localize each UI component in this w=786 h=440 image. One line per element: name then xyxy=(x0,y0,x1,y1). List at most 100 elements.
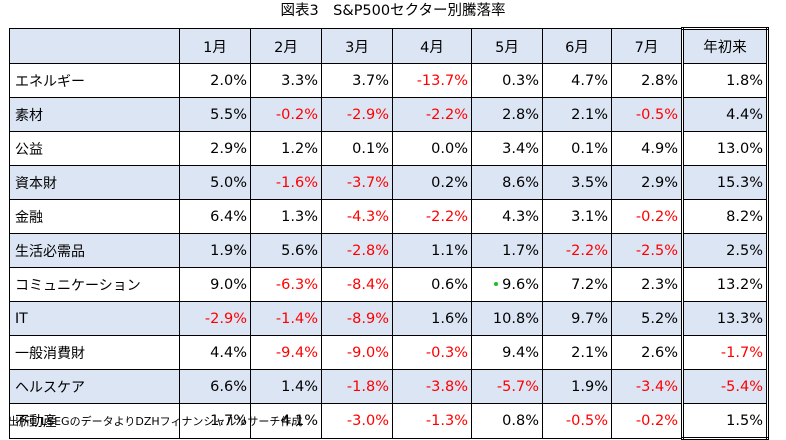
sector-label: ヘルスケア xyxy=(9,369,180,404)
month-cell: -0.5% xyxy=(542,403,612,439)
table-row: 不動産 1.7% 4.1% -3.0% -1.3% 0.8% -0.5% -0.2% 1.5% xyxy=(9,403,769,440)
column-header: 年初来 xyxy=(681,27,769,64)
sector-returns-table: 1月 2月 3月 4月 5月 6月 7月 年初来 エネルギー 2.0% 3.3% 3.7% -13.7%… xyxy=(9,27,769,440)
sector-label: 公益 xyxy=(9,131,180,166)
month-cell: -3.0% xyxy=(321,403,393,439)
month-cell: -13.7% xyxy=(392,63,472,98)
month-cell: 4.7% xyxy=(542,63,612,98)
column-header: 1月 xyxy=(179,28,251,64)
month-cell: -3.4% xyxy=(611,369,683,404)
table-row: IT -2.9% -1.4% -8.9% 1.6% 10.8% 9.7% 5.2% 13.3% xyxy=(9,301,769,336)
month-cell: 9.6% xyxy=(471,267,543,302)
month-cell: -2.9% xyxy=(321,97,393,132)
month-cell: 2.0% xyxy=(179,63,251,98)
column-header: 7月 xyxy=(611,28,683,64)
source-note: 出所：LSEGのデータよりDZHフィナンシャルリサーチ作成 xyxy=(8,415,303,428)
sector-label: 資本財 xyxy=(9,165,180,200)
month-cell: -9.4% xyxy=(250,335,322,370)
month-cell: -1.8% xyxy=(321,369,393,404)
ytd-cell: 13.2% xyxy=(681,267,769,302)
month-cell: -0.3% xyxy=(392,335,472,370)
month-cell: 8.6% xyxy=(471,165,543,200)
month-cell: -3.7% xyxy=(321,165,393,200)
ytd-cell: 1.8% xyxy=(681,63,769,98)
month-cell: 2.1% xyxy=(542,335,612,370)
month-cell: 2.9% xyxy=(179,131,251,166)
month-cell: 1.3% xyxy=(250,199,322,234)
table-row: 金融 6.4% 1.3% -4.3% -2.2% 4.3% 3.1% -0.2% 8.2% xyxy=(9,199,769,234)
month-cell: -0.2% xyxy=(250,97,322,132)
month-cell: 1.6% xyxy=(392,301,472,336)
month-cell: 0.3% xyxy=(471,63,543,98)
month-cell: 0.0% xyxy=(392,131,472,166)
month-cell: 2.1% xyxy=(542,97,612,132)
month-cell: 1.7% xyxy=(471,233,543,268)
month-cell: -0.2% xyxy=(611,199,683,234)
sector-label: 生活必需品 xyxy=(9,233,180,268)
ytd-cell: -5.4% xyxy=(681,369,769,404)
month-cell: 3.7% xyxy=(321,63,393,98)
month-cell: 0.2% xyxy=(392,165,472,200)
ytd-cell: 4.4% xyxy=(681,97,769,132)
month-cell: -1.6% xyxy=(250,165,322,200)
ytd-cell: 8.2% xyxy=(681,199,769,234)
table-row: 素材 5.5% -0.2% -2.9% -2.2% 2.8% 2.1% -0.5% 4.4% xyxy=(9,97,769,132)
column-header: 3月 xyxy=(321,28,393,64)
table-row: 生活必需品 1.9% 5.6% -2.8% 1.1% 1.7% -2.2% -2.5% 2.5% xyxy=(9,233,769,268)
month-cell: -2.9% xyxy=(179,301,251,336)
month-cell: -2.2% xyxy=(392,97,472,132)
month-cell: -8.9% xyxy=(321,301,393,336)
ytd-cell: 1.5% xyxy=(681,403,769,440)
sector-label: 素材 xyxy=(9,97,180,132)
table-row: ヘルスケア 6.6% 1.4% -1.8% -3.8% -5.7% 1.9% -3.4% -5.… xyxy=(9,369,769,404)
table-row: エネルギー 2.0% 3.3% 3.7% -13.7% 0.3% 4.7% 2.8% 1.8% xyxy=(9,63,769,98)
month-cell: 9.0% xyxy=(179,267,251,302)
month-cell: -2.2% xyxy=(542,233,612,268)
month-cell: -6.3% xyxy=(250,267,322,302)
month-cell: -9.0% xyxy=(321,335,393,370)
ytd-cell: 2.5% xyxy=(681,233,769,268)
month-cell: 6.4% xyxy=(179,199,251,234)
month-cell: 9.4% xyxy=(471,335,543,370)
month-cell: 5.0% xyxy=(179,165,251,200)
month-cell: 1.9% xyxy=(179,233,251,268)
ytd-cell: 13.3% xyxy=(681,301,769,336)
sector-label: 一般消費財 xyxy=(9,335,180,370)
month-cell: 5.6% xyxy=(250,233,322,268)
month-cell: 3.3% xyxy=(250,63,322,98)
month-cell: 0.6% xyxy=(392,267,472,302)
table-row: 一般消費財 4.4% -9.4% -9.0% -0.3% 9.4% 2.1% 2.6% -1.7… xyxy=(9,335,769,370)
month-cell: 1.1% xyxy=(392,233,472,268)
month-cell: 3.5% xyxy=(542,165,612,200)
month-cell: 2.6% xyxy=(611,335,683,370)
month-cell: -4.3% xyxy=(321,199,393,234)
month-cell: 1.2% xyxy=(250,131,322,166)
month-cell: 6.6% xyxy=(179,369,251,404)
table-row: 公益 2.9% 1.2% 0.1% 0.0% 3.4% 0.1% 4.9% 13.0% xyxy=(9,131,769,166)
sector-label: IT xyxy=(9,301,180,336)
month-cell: 5.2% xyxy=(611,301,683,336)
month-cell: 4.9% xyxy=(611,131,683,166)
column-header: 4月 xyxy=(392,28,472,64)
month-cell: -0.5% xyxy=(611,97,683,132)
month-cell: 0.8% xyxy=(471,403,543,439)
ytd-cell: 13.0% xyxy=(681,131,769,166)
header-row: 1月 2月 3月 4月 5月 6月 7月 年初来 xyxy=(9,27,769,64)
ytd-cell: 15.3% xyxy=(681,165,769,200)
month-cell: 4.3% xyxy=(471,199,543,234)
cell-cursor-marker xyxy=(494,282,498,286)
month-cell: -1.4% xyxy=(250,301,322,336)
month-cell: 7.2% xyxy=(542,267,612,302)
month-cell: 1.9% xyxy=(542,369,612,404)
table-row: コミュニケーション 9.0% -6.3% -8.4% 0.6% 9.6% 7.2% 2.3% 1… xyxy=(9,267,769,302)
header-corner-cell xyxy=(9,28,180,64)
month-cell: -3.8% xyxy=(392,369,472,404)
month-cell: -0.2% xyxy=(611,403,683,439)
column-header: 2月 xyxy=(250,28,322,64)
month-cell: 2.8% xyxy=(471,97,543,132)
month-cell: 10.8% xyxy=(471,301,543,336)
sector-label: エネルギー xyxy=(9,63,180,98)
ytd-cell: -1.7% xyxy=(681,335,769,370)
month-cell: 0.1% xyxy=(321,131,393,166)
column-header: 5月 xyxy=(471,28,543,64)
